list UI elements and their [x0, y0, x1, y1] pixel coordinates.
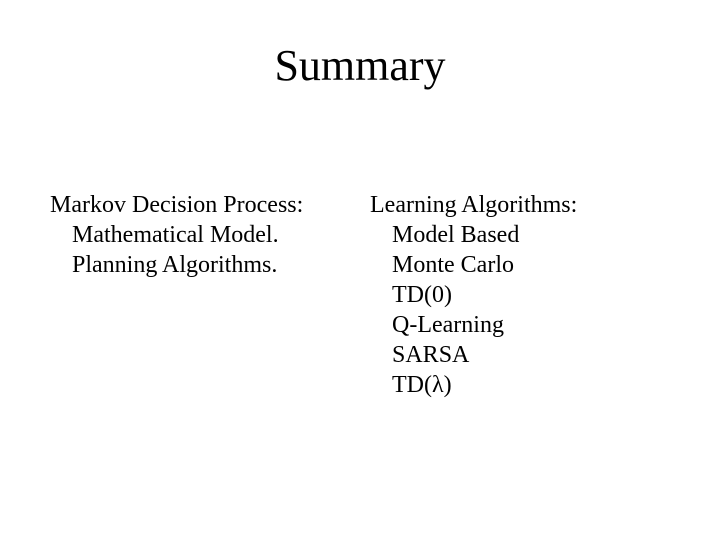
slide: Summary Markov Decision Process: Mathema… [0, 0, 720, 540]
slide-title: Summary [0, 40, 720, 91]
right-item: SARSA [370, 340, 670, 370]
left-column: Markov Decision Process: Mathematical Mo… [50, 190, 370, 400]
right-item: Monte Carlo [370, 250, 670, 280]
right-heading: Learning Algorithms: [370, 190, 670, 220]
left-item: Mathematical Model. [50, 220, 370, 250]
left-heading: Markov Decision Process: [50, 190, 370, 220]
right-item: Model Based [370, 220, 670, 250]
right-column: Learning Algorithms: Model Based Monte C… [370, 190, 670, 400]
content-area: Markov Decision Process: Mathematical Mo… [50, 190, 670, 400]
left-item: Planning Algorithms. [50, 250, 370, 280]
right-item: TD(λ) [370, 370, 670, 400]
right-item: Q-Learning [370, 310, 670, 340]
right-item: TD(0) [370, 280, 670, 310]
